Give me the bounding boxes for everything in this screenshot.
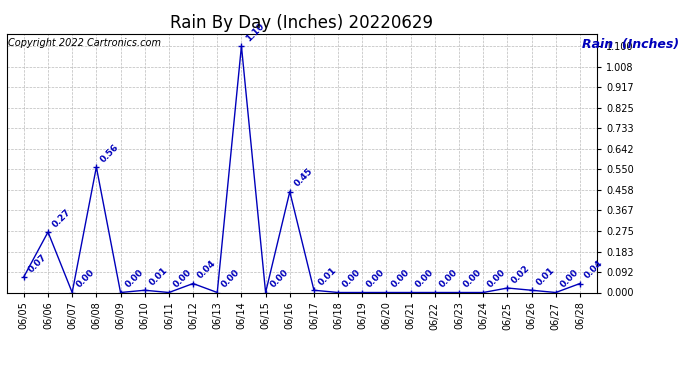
Text: 0.00: 0.00 [462, 268, 484, 290]
Text: 0.00: 0.00 [558, 268, 580, 290]
Text: 0.00: 0.00 [268, 268, 290, 290]
Text: 0.01: 0.01 [534, 266, 556, 288]
Text: 0.00: 0.00 [75, 268, 97, 290]
Text: 0.45: 0.45 [293, 167, 315, 189]
Text: Rain  (Inches): Rain (Inches) [582, 38, 680, 51]
Text: 0.00: 0.00 [172, 268, 193, 290]
Text: 0.07: 0.07 [27, 252, 48, 274]
Text: Copyright 2022 Cartronics.com: Copyright 2022 Cartronics.com [8, 38, 161, 48]
Text: 0.04: 0.04 [196, 259, 218, 281]
Text: 0.00: 0.00 [220, 268, 242, 290]
Text: 0.00: 0.00 [413, 268, 435, 290]
Text: 1.10: 1.10 [244, 21, 266, 43]
Title: Rain By Day (Inches) 20220629: Rain By Day (Inches) 20220629 [170, 14, 433, 32]
Text: 0.00: 0.00 [437, 268, 460, 290]
Text: 0.00: 0.00 [486, 268, 508, 290]
Text: 0.04: 0.04 [582, 259, 604, 281]
Text: 0.01: 0.01 [148, 266, 169, 288]
Text: 0.56: 0.56 [99, 142, 121, 164]
Text: 0.00: 0.00 [124, 268, 145, 290]
Text: 0.00: 0.00 [389, 268, 411, 290]
Text: 0.02: 0.02 [510, 263, 532, 285]
Text: 0.00: 0.00 [365, 268, 387, 290]
Text: 0.00: 0.00 [341, 268, 363, 290]
Text: 0.01: 0.01 [317, 266, 339, 288]
Text: 0.27: 0.27 [51, 207, 72, 229]
